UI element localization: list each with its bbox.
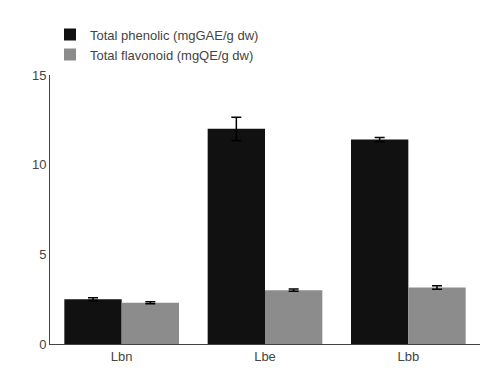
svg-text:15: 15 [32, 68, 46, 83]
svg-text:Lbe: Lbe [254, 349, 276, 364]
svg-text:Lbb: Lbb [397, 349, 419, 364]
svg-text:10: 10 [32, 157, 46, 172]
svg-text:Total flavonoid (mgQE/g dw): Total flavonoid (mgQE/g dw) [90, 48, 253, 63]
svg-text:Lbn: Lbn [111, 349, 133, 364]
svg-text:Total phenolic (mgGAE/g dw): Total phenolic (mgGAE/g dw) [90, 28, 258, 43]
svg-text:0: 0 [39, 337, 46, 352]
svg-text:5: 5 [39, 247, 46, 262]
